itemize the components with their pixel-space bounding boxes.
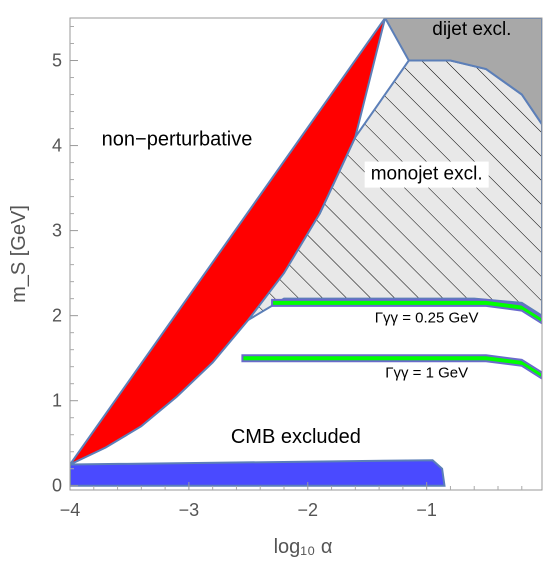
width-band-region <box>241 354 542 380</box>
cmb-excluded-region <box>70 459 446 487</box>
region-label: dijet excl. <box>432 19 511 40</box>
y-tick-label: 4 <box>52 136 62 156</box>
width-band-region <box>271 298 542 325</box>
y-tick-label: 2 <box>52 306 62 326</box>
dijet-excl-region <box>383 18 542 127</box>
x-tick-label: −4 <box>60 500 81 520</box>
x-tick-label: −1 <box>416 500 437 520</box>
region-label: CMB excluded <box>231 426 361 448</box>
y-tick-label: 1 <box>52 391 62 411</box>
region-label: monojet excl. <box>371 164 483 185</box>
x-tick-label: −2 <box>298 500 319 520</box>
ticks-layer: −4 −3 −2 −1 0 1 2 3 4 5 <box>52 26 523 520</box>
label-background <box>364 161 489 188</box>
y-axis-title: m_S [GeV] <box>8 205 30 303</box>
y-tick-label: 3 <box>52 221 62 241</box>
region-label: non−perturbative <box>102 129 253 151</box>
annotations-layer: non−perturbative dijet excl. monojet excl.… <box>102 19 512 448</box>
regions-layer <box>70 18 542 487</box>
y-tick-label: 5 <box>52 51 62 71</box>
plot-frame <box>69 17 543 491</box>
x-tick-label: −3 <box>179 500 200 520</box>
non-perturbative-region <box>70 18 387 466</box>
region-label: Γγγ = 1 GeV <box>385 365 468 382</box>
x-axis-title: log₁₀ α <box>274 536 333 558</box>
y-tick-label: 0 <box>52 476 62 496</box>
region-label: Γγγ = 0.25 GeV <box>375 309 479 326</box>
